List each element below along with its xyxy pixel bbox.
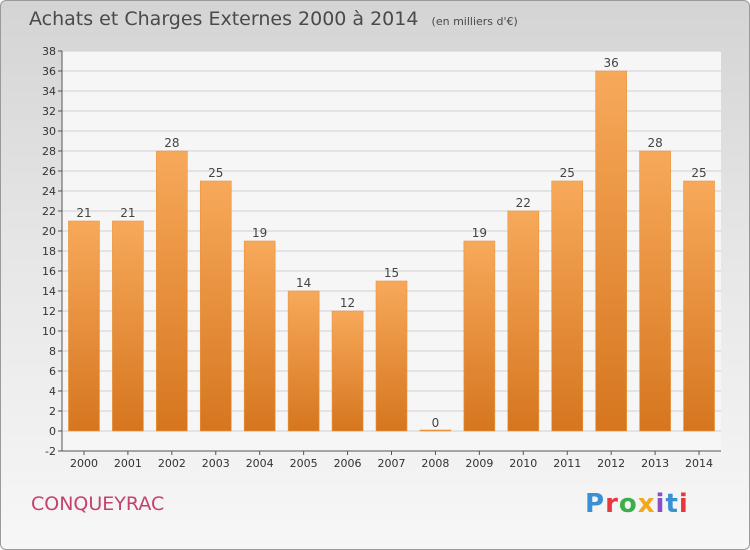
y-tick-label: 20 <box>42 225 56 238</box>
y-tick-label: 24 <box>42 185 56 198</box>
chart-title-unit: (en milliers d'€) <box>431 15 518 28</box>
bar-2006 <box>331 310 364 432</box>
chart-title-main: Achats et Charges Externes 2000 à 2014 <box>29 8 419 30</box>
y-tick-label: 28 <box>42 145 56 158</box>
x-tick-label-2010: 2010 <box>509 457 537 470</box>
value-label-2013: 28 <box>647 136 662 150</box>
y-tick-label: 8 <box>49 345 56 358</box>
y-tick-label: 2 <box>49 405 56 418</box>
x-tick-label-2013: 2013 <box>641 457 669 470</box>
y-tick-label: 16 <box>42 265 56 278</box>
bar-2002 <box>156 150 188 432</box>
y-tick-label: 38 <box>42 45 56 58</box>
y-tick-label: 34 <box>42 85 56 98</box>
x-tick-label-2006: 2006 <box>334 457 362 470</box>
bar-2012 <box>595 70 627 432</box>
bar-2001 <box>112 220 144 432</box>
y-tick-label: 32 <box>42 105 56 118</box>
y-tick-label: 10 <box>42 325 56 338</box>
value-label-2010: 22 <box>516 196 531 210</box>
x-tick-label-2005: 2005 <box>290 457 318 470</box>
proxiti-logo: Proxiti <box>585 489 689 519</box>
logo-letter: x <box>637 489 656 519</box>
place-name: CONQUEYRAC <box>31 493 165 515</box>
y-tick-label: 12 <box>42 305 56 318</box>
bar-2004 <box>243 240 276 432</box>
y-tick-label: 0 <box>49 425 56 438</box>
value-label-2001: 21 <box>120 206 135 220</box>
y-tick-label: 14 <box>42 285 56 298</box>
y-tick-label: 36 <box>42 65 56 78</box>
value-label-2008: 0 <box>432 416 440 430</box>
x-tick-label-2003: 2003 <box>202 457 230 470</box>
value-label-2014: 25 <box>691 166 706 180</box>
bar-2011 <box>551 180 584 432</box>
value-label-2003: 25 <box>208 166 223 180</box>
x-tick-label-2001: 2001 <box>114 457 142 470</box>
y-tick-label: 4 <box>49 385 56 398</box>
logo-letter: i <box>678 489 689 519</box>
y-tick-label: 6 <box>49 365 56 378</box>
logo-letter: i <box>655 489 666 519</box>
logo-letter: P <box>585 489 606 519</box>
x-tick-label-2002: 2002 <box>158 457 186 470</box>
value-label-2009: 19 <box>472 226 487 240</box>
x-tick-label-2009: 2009 <box>465 457 493 470</box>
logo-letter: o <box>618 489 638 519</box>
y-tick-label: -2 <box>45 445 56 458</box>
chart-title: Achats et Charges Externes 2000 à 2014 (… <box>29 8 518 30</box>
value-label-2004: 19 <box>252 226 267 240</box>
value-label-2007: 15 <box>384 266 399 280</box>
bar-2014 <box>683 180 715 432</box>
bar-2000 <box>68 220 100 432</box>
bar-2009 <box>463 240 496 432</box>
bar-2008 <box>419 429 452 432</box>
bar-2010 <box>507 210 540 432</box>
y-tick-label: 18 <box>42 245 56 258</box>
bar-2005 <box>287 290 320 432</box>
value-label-2000: 21 <box>76 206 91 220</box>
x-tick-label-2011: 2011 <box>553 457 581 470</box>
value-label-2002: 28 <box>164 136 179 150</box>
x-tick-label-2004: 2004 <box>246 457 274 470</box>
bar-2013 <box>639 150 671 432</box>
y-tick-label: 30 <box>42 125 56 138</box>
bar-2007 <box>375 280 408 432</box>
value-label-2011: 25 <box>560 166 575 180</box>
bar-2003 <box>199 180 232 432</box>
x-tick-label-2000: 2000 <box>70 457 98 470</box>
x-tick-label-2012: 2012 <box>597 457 625 470</box>
x-tick-label-2007: 2007 <box>378 457 406 470</box>
x-tick-label-2008: 2008 <box>421 457 449 470</box>
value-label-2012: 36 <box>604 56 619 70</box>
y-tick-label: 26 <box>42 165 56 178</box>
y-tick-label: 22 <box>42 205 56 218</box>
value-label-2006: 12 <box>340 296 355 310</box>
x-tick-label-2014: 2014 <box>685 457 713 470</box>
logo-letter: r <box>605 489 619 519</box>
logo-letter: t <box>665 489 679 519</box>
value-label-2005: 14 <box>296 276 311 290</box>
